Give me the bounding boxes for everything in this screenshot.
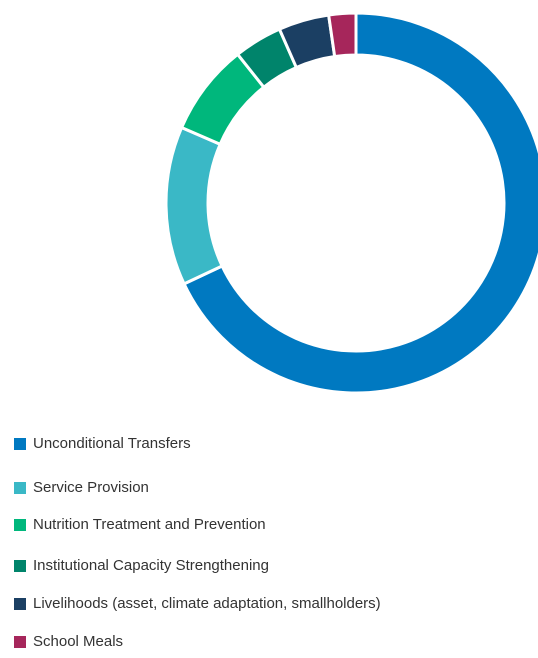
donut-segment: [164, 125, 225, 286]
legend-swatch: [14, 482, 26, 494]
legend-label: Livelihoods (asset, climate adaptation, …: [33, 595, 381, 612]
legend-label: Nutrition Treatment and Prevention: [33, 516, 266, 533]
legend-swatch: [14, 636, 26, 648]
legend-label: Unconditional Transfers: [33, 435, 191, 452]
legend-label: Institutional Capacity Strengthening: [33, 557, 269, 574]
donut-segment: [182, 11, 538, 395]
donut-segment: [326, 11, 358, 59]
legend-swatch: [14, 598, 26, 610]
legend-label: Service Provision: [33, 479, 149, 496]
legend-swatch: [14, 519, 26, 531]
legend-label: School Meals: [33, 633, 123, 650]
legend-swatch: [14, 438, 26, 450]
legend-swatch: [14, 560, 26, 572]
